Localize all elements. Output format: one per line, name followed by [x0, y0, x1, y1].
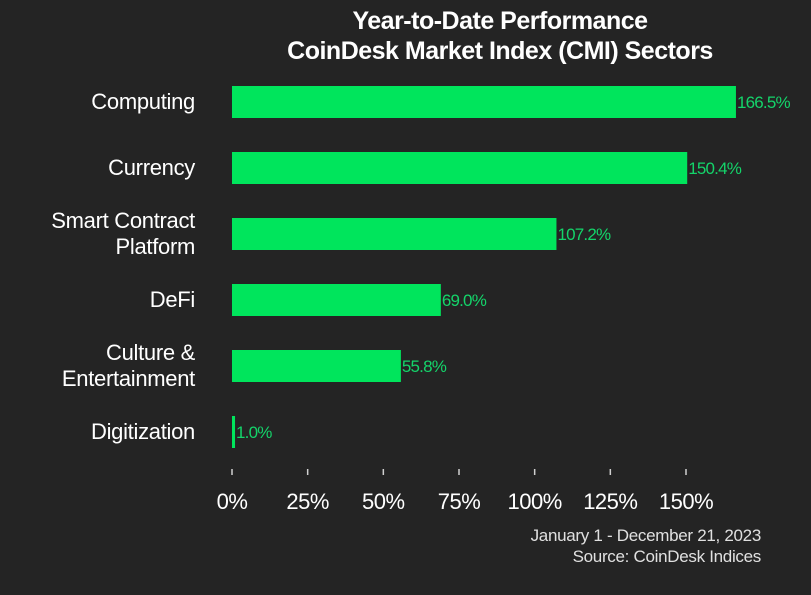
value-label-2: 107.2%: [557, 225, 611, 244]
x-tick-label-3: 75%: [438, 489, 481, 514]
value-label-5: 1.0%: [236, 423, 272, 442]
value-label-1: 150.4%: [688, 159, 742, 178]
x-tick-label-2: 50%: [362, 489, 405, 514]
date-range-note: January 1 - December 21, 2023: [530, 526, 762, 545]
category-label-2-line1: Platform: [115, 234, 195, 259]
chart-subtitle: CoinDesk Market Index (CMI) Sectors: [287, 37, 713, 65]
category-label-4-line0: Culture &: [106, 340, 196, 365]
bar-3: [232, 284, 441, 316]
bar-1: [232, 152, 688, 184]
category-label-5: Digitization: [91, 419, 195, 444]
chart-title: Year-to-Date Performance: [352, 7, 648, 35]
category-label-2-line0: Smart Contract: [51, 208, 195, 233]
value-label-0: 166.5%: [737, 93, 791, 112]
x-tick-label-0: 0%: [217, 489, 248, 514]
value-label-3: 69.0%: [442, 291, 487, 310]
bar-2: [232, 218, 557, 250]
source-note: Source: CoinDesk Indices: [572, 547, 762, 566]
x-tick-label-1: 25%: [286, 489, 329, 514]
category-label-0: Computing: [91, 89, 195, 114]
category-label-1: Currency: [108, 155, 195, 180]
value-label-4: 55.8%: [402, 357, 447, 376]
category-label-4-line1: Entertainment: [62, 366, 195, 391]
bar-0: [232, 86, 736, 118]
x-tick-label-5: 125%: [583, 489, 637, 514]
bar-5: [232, 416, 236, 448]
x-tick-label-4: 100%: [508, 489, 562, 514]
bar-4: [232, 350, 401, 382]
x-tick-label-6: 150%: [659, 489, 713, 514]
category-label-3: DeFi: [150, 287, 195, 312]
